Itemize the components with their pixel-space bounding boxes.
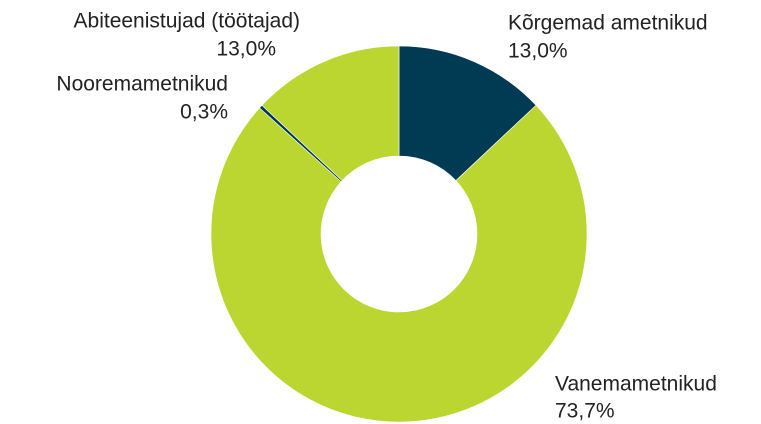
slice-label: Abiteenistujad (töötajad) [74, 10, 300, 33]
slice-value-label: 13,0% [216, 38, 276, 61]
donut-slice [261, 45, 400, 182]
slice-value-label: 73,7% [555, 400, 615, 423]
slice-value-label: 0,3% [180, 101, 228, 124]
donut-slice [210, 104, 588, 423]
slice-label: Nooremametnikud [56, 73, 228, 96]
slice-label: Kõrgemad ametnikud [508, 12, 708, 35]
slice-value-label: 13,0% [508, 40, 568, 63]
donut-slice [398, 45, 537, 182]
slice-label: Vanemametnikud [555, 373, 717, 396]
